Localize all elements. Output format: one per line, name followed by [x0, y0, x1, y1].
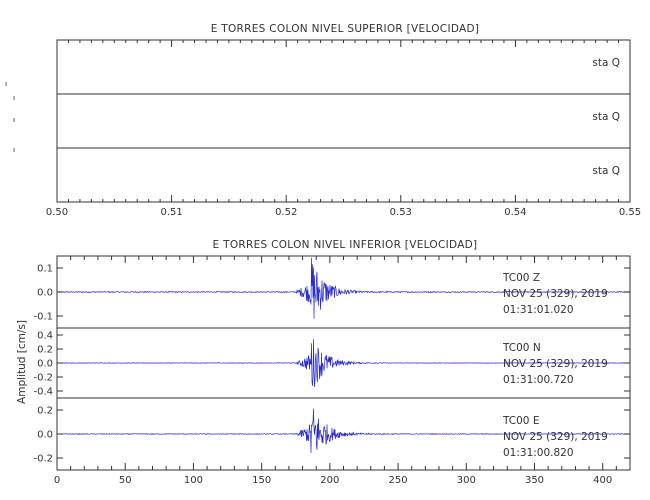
y-tick-label: -0.4: [33, 387, 53, 398]
top-panel-annotation: sta Q: [592, 57, 620, 69]
y-tick-label: 0.4: [37, 331, 53, 342]
trace-date-label: NOV 25 (329), 2019: [503, 358, 608, 370]
y-tick-label: -0.2: [33, 454, 53, 465]
trace-time-label: 01:31:01.020: [503, 304, 574, 316]
y-tick-label: 0.0: [37, 359, 53, 370]
top-chart: E TORRES COLON NIVEL SUPERIOR [VELOCIDAD…: [5, 23, 641, 218]
x-tick-label: 250: [389, 475, 408, 486]
x-tick-label: 100: [184, 475, 203, 486]
bottom-chart: E TORRES COLON NIVEL INFERIOR [VELOCIDAD…: [16, 239, 631, 486]
trace-channel-label: TC00 E: [502, 415, 539, 427]
y-tick-label: -0.2: [33, 373, 53, 384]
x-tick-label: 0: [54, 475, 60, 486]
waveform-trace: [57, 257, 630, 319]
top-panel-annotation: sta Q: [592, 111, 620, 123]
waveform-trace: [57, 338, 630, 388]
x-tick-label: 200: [320, 475, 339, 486]
y-tick-label: 0.2: [37, 406, 53, 417]
trace-time-label: 01:31:00.720: [503, 374, 574, 386]
y-tick-label: 0.1: [37, 264, 53, 275]
top-panel-annotation: sta Q: [592, 165, 620, 177]
top-chart-frame: [56, 39, 631, 203]
x-tick-label: 0.52: [275, 207, 297, 218]
trace-channel-label: TC00 Z: [502, 272, 540, 284]
waveform-trace: [57, 408, 630, 454]
seismic-traces: [57, 257, 630, 454]
x-tick-label: 0.50: [46, 207, 68, 218]
bottom-x-axis: 0 50 100 150 200 250 300 350 400: [54, 256, 631, 486]
x-tick-label: 0.55: [619, 207, 641, 218]
x-tick-label: 350: [525, 475, 544, 486]
trace-date-label: NOV 25 (329), 2019: [503, 431, 608, 443]
x-tick-label: 50: [119, 475, 132, 486]
trace-channel-label: TC00 N: [502, 342, 541, 354]
y-tick-label: 0.2: [37, 345, 53, 356]
trace-time-label: 01:31:00.820: [503, 447, 574, 459]
x-tick-label: 300: [457, 475, 476, 486]
y-tick-label: 0.0: [37, 430, 53, 441]
trace-date-label: NOV 25 (329), 2019: [503, 288, 608, 300]
trace-annotations: TC00 Z NOV 25 (329), 2019 01:31:01.020 T…: [502, 272, 608, 459]
top-x-axis: 0.50 0.51 0.52 0.53 0.54 0.55: [46, 40, 641, 218]
y-tick-label: 0.0: [37, 288, 53, 299]
bottom-y-axes: 0.1 0.0 -0.1 0.4 0.2 0.0 -0.2 -0.4 0.2 0.0 -0.2: [33, 264, 630, 465]
x-tick-label: 400: [593, 475, 612, 486]
x-tick-label: 0.51: [160, 207, 182, 218]
top-chart-title: E TORRES COLON NIVEL SUPERIOR [VELOCIDAD…: [211, 23, 480, 35]
y-axis-label: Amplitud [cm/s]: [16, 320, 28, 404]
y-tick-label: -0.1: [33, 312, 53, 323]
x-tick-label: 0.53: [390, 207, 412, 218]
x-tick-label: 150: [252, 475, 271, 486]
bottom-chart-title: E TORRES COLON NIVEL INFERIOR [VELOCIDAD…: [213, 239, 478, 251]
x-tick-label: 0.54: [504, 207, 526, 218]
